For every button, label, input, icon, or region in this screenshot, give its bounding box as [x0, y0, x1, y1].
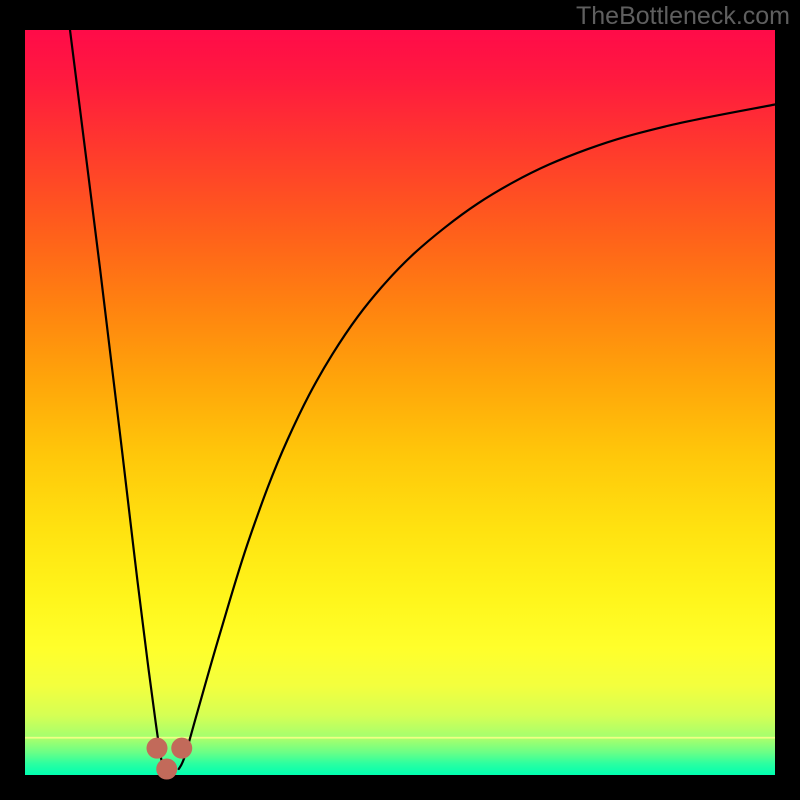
minimum-marker	[172, 738, 192, 758]
watermark-text: TheBottleneck.com	[576, 2, 790, 31]
minimum-marker	[157, 759, 177, 779]
curve-right-branch	[179, 105, 775, 770]
curve-overlay	[0, 0, 800, 800]
curve-left-branch	[70, 30, 164, 769]
chart-frame: TheBottleneck.com	[0, 0, 800, 800]
minimum-marker	[147, 738, 167, 758]
